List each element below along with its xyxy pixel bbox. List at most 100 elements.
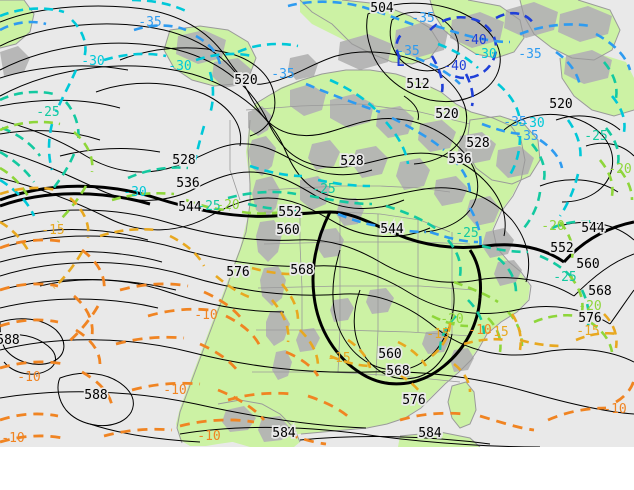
temperature-label-15: -15 <box>41 223 64 238</box>
contour-528b <box>423 137 479 233</box>
temperature-label-25: -25 <box>455 226 478 241</box>
contour-544c <box>267 197 431 237</box>
temperature-label-20: -20 <box>440 312 463 327</box>
height-label-584: 584 <box>272 426 296 441</box>
contour-588e <box>89 423 201 443</box>
temperature-label-20: -20 <box>578 299 601 314</box>
temperature-label-30: -30 <box>81 54 104 69</box>
height-label-536: 536 <box>448 152 471 167</box>
height-label-588: 588 <box>84 388 107 403</box>
temperature-label-35: -35 <box>518 47 541 62</box>
contour-extra2 <box>0 251 163 263</box>
height-label-576-halo: 576 <box>402 393 425 408</box>
contour-ridge2 <box>95 82 242 147</box>
contour-512 <box>366 2 501 103</box>
height-label-588-halo: 588 <box>0 333 20 348</box>
contour-536d <box>483 179 506 237</box>
isotherm--10 <box>0 238 634 446</box>
pressure-center-low: L <box>396 54 404 70</box>
height-label-560-halo: 560 <box>576 257 599 272</box>
temperature-label-40: -40 <box>443 59 466 74</box>
contour-gulf <box>299 436 491 445</box>
height-label-520: 520 <box>234 73 257 88</box>
height-label-544: 544 <box>178 200 202 215</box>
height-label-568-halo: 568 <box>290 263 313 278</box>
height-label-544-halo: 544 <box>581 221 605 236</box>
height-label-520: 520 <box>549 97 572 112</box>
contour-extra4 <box>0 65 129 79</box>
temperature-label-10: -10 <box>197 429 220 444</box>
temperature-label-35: -35 <box>396 44 419 59</box>
temperature-label-25: -25 <box>36 105 59 120</box>
height-label-588-halo: 588 <box>84 388 107 403</box>
temperature-label-25: -25 <box>312 182 335 197</box>
height-label-560: 560 <box>576 257 599 272</box>
height-label-544-halo: 544 <box>178 200 202 215</box>
contour-576b <box>343 293 634 363</box>
temperature-label-10: -10 <box>468 323 491 338</box>
terrain-patch <box>482 228 514 258</box>
contour-504 <box>389 11 459 72</box>
contour-ridge-pacific <box>119 47 276 137</box>
land-caribbean <box>398 432 480 447</box>
map-canvas[interactable]: L 504 504 512 512 520 520 520 520 520 520 528 528 52… <box>0 0 634 447</box>
height-label-504-halo: 504 <box>370 1 394 16</box>
contour-552-trough <box>311 211 482 386</box>
terrain-patch <box>316 228 344 258</box>
contour-588d <box>39 279 285 313</box>
height-label-560-halo: 560 <box>276 223 299 238</box>
height-label-568: 568 <box>386 364 409 379</box>
temperature-label-10: -10 <box>1 431 24 446</box>
height-label-568-halo: 568 <box>386 364 409 379</box>
contour-512b <box>403 95 419 121</box>
height-label-584-halo: 584 <box>418 426 442 441</box>
temperature-label-25: -25 <box>553 270 576 285</box>
terrain-patch <box>300 176 330 210</box>
contour-528c <box>0 119 237 173</box>
contour-568a <box>0 235 317 267</box>
height-label-536-halo: 536 <box>176 176 199 191</box>
terrain-patch <box>330 94 374 128</box>
height-label-520-halo: 520 <box>549 97 572 112</box>
contour-atl1 <box>555 115 621 131</box>
terrain-patch <box>418 120 456 152</box>
height-label-552-halo: 552 <box>278 205 301 220</box>
height-label-520-halo: 520 <box>435 107 458 122</box>
terrain-patch <box>434 176 468 206</box>
terrain-patch <box>256 220 282 262</box>
height-label-552-halo: 552 <box>550 241 573 256</box>
height-label-536-halo: 536 <box>448 152 471 167</box>
isotherm--35 <box>0 0 632 249</box>
height-label-576: 576 <box>578 311 601 326</box>
height-label-568: 568 <box>588 284 611 299</box>
height-label-544: 544 <box>581 221 605 236</box>
contour-568b <box>315 265 611 325</box>
contour-528d <box>235 143 373 176</box>
temperature-label-30: -30 <box>473 47 496 62</box>
temperature-label-35: -35 <box>411 11 434 26</box>
height-label-552: 552 <box>278 205 301 220</box>
temperature-label-10: -10 <box>603 402 626 417</box>
height-label-528-halo: 528 <box>466 136 489 151</box>
terrain-patch <box>496 146 534 178</box>
temperature-label-10: -10 <box>194 308 217 323</box>
height-label-576-halo: 576 <box>226 265 249 280</box>
height-label-520-halo: 520 <box>234 73 257 88</box>
terrain-patch <box>290 84 326 116</box>
terrain-patch <box>376 106 414 138</box>
temperature-label-15: -15 <box>576 324 599 339</box>
contour-520b <box>413 65 468 165</box>
low-pressure-label: L <box>396 54 404 70</box>
contour-536a <box>0 42 485 181</box>
terrain-patch <box>394 22 448 58</box>
contour-extra7 <box>59 148 161 157</box>
contour-544a <box>0 65 513 221</box>
height-label-584-halo: 584 <box>272 426 296 441</box>
height-label-528: 528 <box>172 153 195 168</box>
temperature-label-25: -25 <box>584 129 607 144</box>
contour-520a <box>0 5 429 85</box>
terrain-patch <box>450 12 504 48</box>
height-label-528: 528 <box>340 154 363 169</box>
